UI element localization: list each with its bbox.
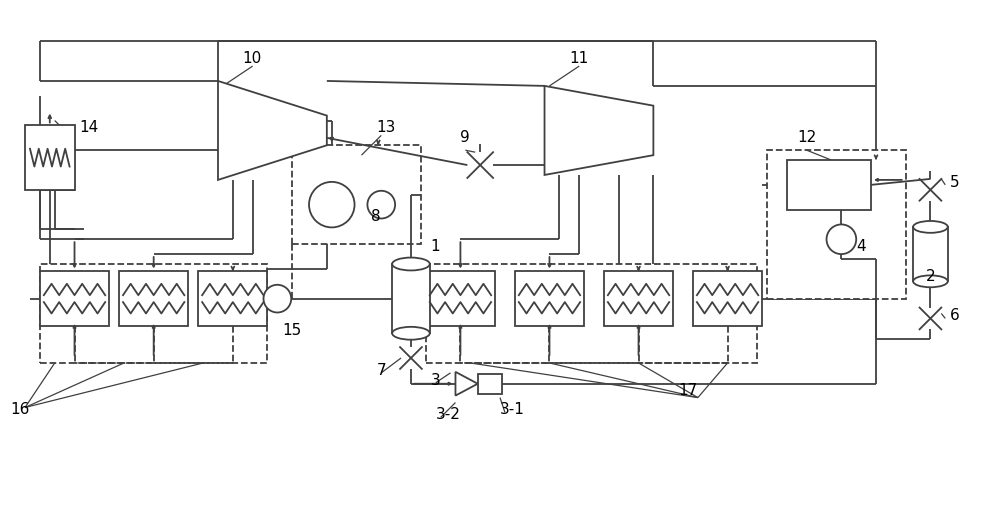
Text: 8: 8	[371, 209, 381, 224]
Bar	[913, 227, 948, 281]
Text: 9: 9	[460, 130, 470, 145]
Polygon shape	[218, 81, 327, 180]
Ellipse shape	[392, 258, 430, 270]
Text: 17: 17	[678, 382, 697, 398]
Bar	[292, 145, 421, 244]
Bar	[515, 271, 584, 326]
Text: 11: 11	[569, 51, 589, 66]
Text: 5: 5	[950, 175, 960, 190]
Text: 1: 1	[431, 239, 440, 254]
Text: 3-1: 3-1	[500, 403, 525, 417]
Text: 12: 12	[797, 130, 816, 145]
Bar	[40, 264, 267, 363]
Bar	[40, 271, 109, 326]
Circle shape	[827, 224, 856, 254]
Ellipse shape	[392, 327, 430, 340]
Ellipse shape	[913, 276, 948, 287]
Bar	[604, 271, 673, 326]
Text: 15: 15	[282, 323, 302, 338]
Bar	[478, 374, 502, 394]
Bar	[693, 271, 762, 326]
Text: 13: 13	[376, 121, 396, 135]
Circle shape	[309, 182, 355, 227]
Bar	[392, 264, 430, 333]
Text: 7: 7	[376, 363, 386, 378]
Bar	[426, 271, 495, 326]
Bar	[25, 125, 75, 190]
Text: 6: 6	[950, 308, 960, 323]
Text: 3-2: 3-2	[436, 407, 461, 422]
Circle shape	[264, 285, 291, 313]
Text: 16: 16	[10, 403, 30, 417]
Text: 4: 4	[856, 239, 866, 254]
Text: 14: 14	[79, 121, 99, 135]
Polygon shape	[545, 86, 653, 175]
Text: 10: 10	[243, 51, 262, 66]
Bar	[426, 264, 757, 363]
Bar	[198, 271, 267, 326]
Text: 2: 2	[925, 269, 935, 284]
Bar	[787, 160, 871, 209]
Bar	[119, 271, 188, 326]
Polygon shape	[455, 372, 478, 396]
Circle shape	[367, 191, 395, 218]
Ellipse shape	[913, 221, 948, 233]
Text: 3: 3	[431, 373, 440, 388]
Bar	[767, 150, 906, 299]
